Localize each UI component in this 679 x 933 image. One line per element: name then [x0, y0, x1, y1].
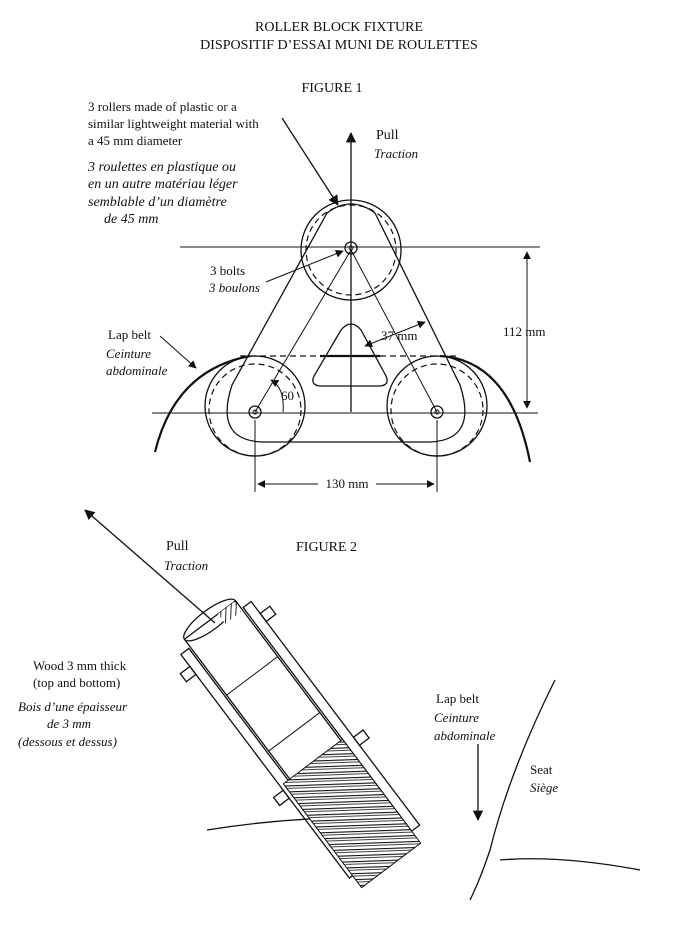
lapbelt-label-fr-line-2: abdominale	[106, 363, 168, 378]
bolt-bottom-2	[272, 789, 291, 807]
figure-1-label: FIGURE 1	[301, 81, 362, 96]
plate-cutout	[312, 323, 388, 387]
rollers-note-en-line-1: 3 rollers made of plastic or a	[88, 99, 237, 114]
rollers-note-en-line-3: a 45 mm diameter	[88, 133, 183, 148]
bolt-top-1	[259, 605, 277, 623]
lap-belt-left	[153, 354, 251, 453]
angle-60-arc	[270, 379, 284, 413]
seat-label-fr: Siège	[530, 780, 558, 795]
bolts-label-en: 3 bolts	[210, 263, 245, 278]
wood-label-en-line-2: (top and bottom)	[33, 675, 120, 690]
seat-edge	[499, 858, 641, 871]
front-roller-face	[217, 601, 242, 624]
lapbelt-label-2-fr-line-2: abdominale	[434, 728, 496, 743]
pull-label-2-fr: Traction	[164, 558, 208, 573]
bolts-label-fr: 3 boulons	[208, 280, 260, 295]
top-roller	[300, 199, 402, 301]
pull-label-fr: Traction	[374, 146, 418, 161]
rollers-note-fr-line-1: 3 roulettes en plastique ou	[87, 160, 236, 175]
rollers-leader-arrow	[281, 117, 339, 206]
roller-block-body	[179, 598, 422, 889]
wood-label-fr-line-3: (dessous et dessus)	[18, 734, 117, 749]
title-en: ROLLER BLOCK FIXTURE	[255, 20, 423, 35]
dim-37mm-line	[364, 320, 426, 348]
left-bolt-center	[252, 409, 258, 415]
dim-37mm: 37 mm	[381, 328, 417, 343]
wood-label-fr-line-1: Bois d’une épaisseur	[18, 699, 128, 714]
lap-belt-right	[439, 354, 532, 463]
dim-112mm: 112 mm	[503, 324, 546, 339]
dim-130mm: 130 mm	[326, 476, 369, 491]
top-bolt	[344, 241, 358, 255]
right-bolt-center	[434, 409, 440, 415]
left-bolt	[248, 405, 262, 419]
bolt-bottom-1	[179, 665, 197, 683]
figure-1: FIGURE 1 3 rollers made of plastic or a …	[87, 81, 546, 492]
lapbelt-label-2-en: Lap belt	[436, 691, 479, 706]
lapbelt-leader-arrow	[159, 335, 197, 369]
figure-2-label: FIGURE 2	[296, 540, 357, 555]
rollers-note-fr-line-2: en un autre matériau léger	[88, 177, 238, 192]
bolts-leader-arrow	[265, 249, 344, 283]
belt-hatched-region	[282, 738, 422, 889]
wood-label-fr-line-2: de 3 mm	[47, 716, 91, 731]
lapbelt-label-2-fr-line-1: Ceinture	[434, 710, 479, 725]
wood-label-en-line-1: Wood 3 mm thick	[33, 658, 127, 673]
wood-plate-top	[242, 600, 421, 833]
pull-label-en: Pull	[376, 128, 399, 143]
figure-2: FIGURE 2 Pull Traction	[18, 509, 641, 901]
pull-label-2-en: Pull	[166, 539, 189, 554]
roller-divider-2	[268, 712, 321, 752]
seat-back	[469, 679, 556, 901]
front-roller-end	[183, 598, 237, 642]
triangular-plate	[226, 203, 466, 443]
lapbelt-label-en: Lap belt	[108, 327, 151, 342]
rollers-note-fr-line-3: semblable d’un diamètre	[88, 195, 227, 210]
lapbelt-label-fr-line-1: Ceinture	[106, 346, 151, 361]
rollers-note-fr-line-4: de 45 mm	[104, 212, 158, 227]
right-bolt	[430, 405, 444, 419]
angle-60: 60	[281, 388, 294, 403]
pull-arrow-2	[84, 509, 216, 624]
bolt-centerline-1	[254, 249, 352, 413]
roller-divider-1	[226, 656, 278, 696]
rollers-note-en-line-2: similar lightweight material with	[88, 116, 259, 131]
seat-label-en: Seat	[530, 762, 553, 777]
title-fr: DISPOSITIF D’ESSAI MUNI DE ROULETTES	[200, 38, 478, 53]
bolt-top-2	[352, 729, 370, 747]
